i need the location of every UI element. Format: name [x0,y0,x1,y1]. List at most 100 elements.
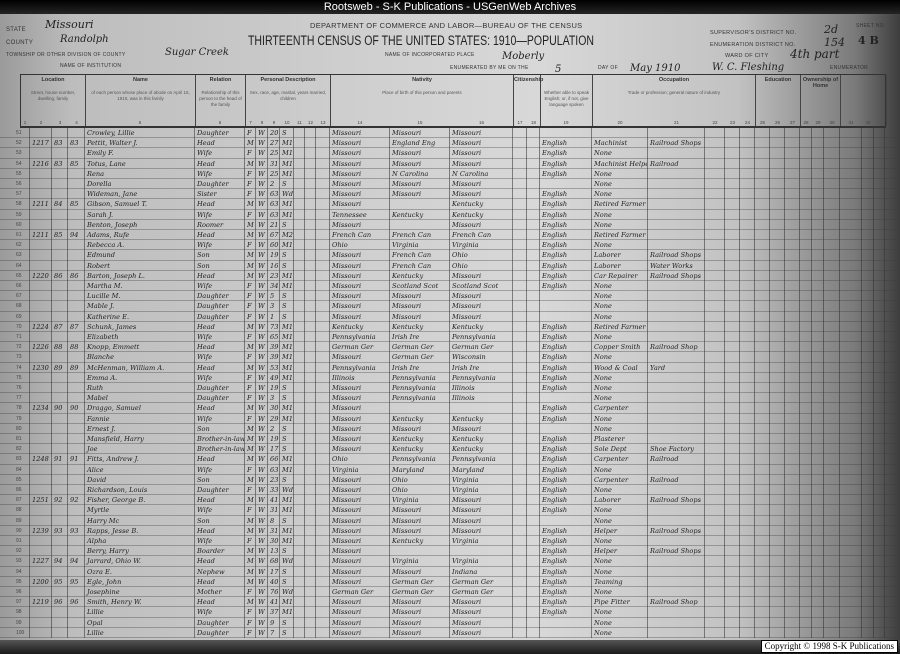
census-row: 56 Dorella Daughter F W 2 S Missouri Missouri Mis… [0,179,900,190]
cell-race: W [256,515,268,526]
cell-blank [755,138,770,149]
column-group-label: Nativity [412,77,432,83]
cell-birth: Missouri [330,444,390,455]
cell-blank [725,148,740,159]
cell-industry [648,281,705,292]
column-number: 31 [848,120,854,125]
cell-blank [785,281,800,292]
cell-mother: French Can [450,230,513,241]
cell-marital: M1 [282,505,294,516]
cell-birth: Missouri [330,556,390,567]
cell-relation: Brother-in-law [197,434,245,445]
cell-blank [770,209,785,220]
cell-house [30,352,52,363]
cell-birth: Missouri [330,168,390,179]
cell-industry [648,556,705,567]
cell-mother: Pennsylvania [450,372,513,383]
cell-dwelling [52,423,68,434]
cell-blank [316,444,330,455]
cell-blank [824,128,840,139]
cell-blank [785,362,800,373]
cell-race: W [256,219,268,230]
cell-race: W [256,505,268,516]
cell-birth: Missouri [330,403,390,414]
cell-family: 85 [68,158,85,169]
cell-blank [305,311,316,322]
cell-sex: M [245,270,256,281]
cell-language: English [540,556,592,567]
cell-blank [527,495,540,506]
cell-marital: S [280,546,294,557]
cell-age: 41 [270,495,280,506]
cell-family [68,607,85,618]
cell-sex: M [245,525,256,536]
cell-father: Missouri [390,158,450,169]
cell-blank [305,403,316,414]
column-group-header: Education [756,75,801,126]
cell-blank [305,556,316,567]
cell-sex: F [245,352,256,363]
cell-blank [812,495,824,506]
cell-blank [874,546,885,557]
cell-blank [527,546,540,557]
cell-mother: Virginia [450,240,513,251]
cell-occupation: Retired Farmer [592,199,648,210]
cell-blank [800,413,812,424]
cell-blank [862,372,874,383]
cell-language [540,311,592,322]
cell-blank [705,464,725,475]
cell-blank [705,128,725,139]
cell-language: English [540,281,592,292]
cell-blank [785,240,800,251]
cell-blank [824,454,840,465]
cell-blank [316,189,330,200]
cell-blank [800,332,812,343]
column-number: 32 [865,120,871,125]
cell-relation: Son [195,474,245,485]
column-group-header: Name of each person whose place of abode … [86,75,196,126]
cell-mother: Missouri [450,617,513,628]
cell-blank [874,270,885,281]
cell-industry [648,505,705,516]
cell-blank [294,546,305,557]
cell-blank [294,423,305,434]
cell-blank [755,148,770,159]
cell-blank [705,352,725,363]
cell-blank [770,505,785,516]
cell-industry [648,199,705,210]
cell-blank [705,576,725,587]
cell-language: English [540,352,592,363]
cell-race: W [256,311,268,322]
cell-blank [513,485,527,496]
cell-blank [513,362,527,373]
cell-blank [755,179,770,190]
cell-blank [812,505,824,516]
cell-blank [725,240,740,251]
cell-marital: M1 [282,464,294,475]
cell-blank [755,311,770,322]
cell-blank [862,393,874,404]
cell-house: 1211 [30,230,52,241]
cell-blank [305,189,316,200]
cell-line: 79 [14,413,30,424]
cell-name: Rebecca A. [85,240,195,251]
cell-age: 17 [270,566,280,577]
cell-blank [824,515,840,526]
cell-blank [294,362,305,373]
sheet-label: Sheet No. [856,23,886,29]
cell-blank [824,383,840,394]
cell-blank [527,413,540,424]
cell-father: French Can [390,260,450,271]
cell-sex: F [245,617,256,628]
cell-line: 83 [14,454,30,465]
cell-blank [840,576,862,587]
cell-blank [874,301,885,312]
cell-blank [862,219,874,230]
cell-marital: M1 [282,342,294,353]
cell-blank [316,230,330,241]
cell-blank [755,240,770,251]
cell-blank [725,250,740,261]
cell-blank [305,444,316,455]
cell-line: 56 [14,179,30,190]
cell-line: 97 [14,597,30,608]
